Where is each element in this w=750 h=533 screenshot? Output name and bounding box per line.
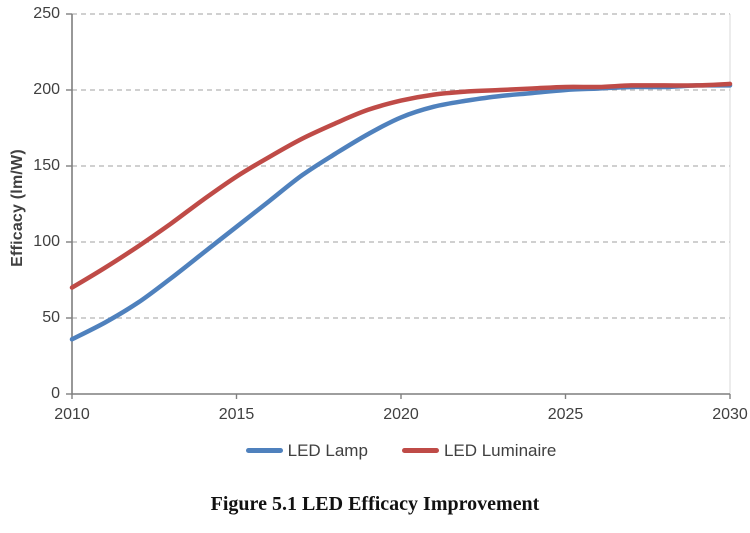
plot-area bbox=[66, 13, 733, 399]
legend: LED Lamp LED Luminaire bbox=[72, 441, 730, 460]
legend-swatch-led-lamp bbox=[245, 448, 283, 453]
y-tick-label-0: 0 bbox=[51, 385, 60, 402]
series-line-led-luminaire bbox=[69, 81, 733, 290]
x-tick-label-2010: 2010 bbox=[54, 406, 90, 423]
y-tick-label-150: 150 bbox=[33, 157, 60, 174]
x-tick-label-2015: 2015 bbox=[218, 406, 255, 423]
legend-swatch-led-luminaire bbox=[401, 448, 439, 453]
legend-item-led-lamp: LED Lamp bbox=[245, 441, 368, 460]
legend-label-led-lamp: LED Lamp bbox=[287, 441, 368, 460]
legend-label-led-luminaire: LED Luminaire bbox=[443, 441, 557, 460]
x-tick-label-2025: 2025 bbox=[547, 406, 584, 423]
y-tick-label-250: 250 bbox=[33, 5, 60, 22]
y-tick-label-50: 50 bbox=[42, 309, 60, 326]
legend-item-led-luminaire: LED Luminaire bbox=[401, 441, 557, 460]
x-tick-label-2030: 2030 bbox=[712, 406, 748, 423]
series-line-led-lamp bbox=[69, 83, 733, 342]
y-axis-title: Efficacy (lm/W) bbox=[9, 149, 26, 267]
y-tick-label-100: 100 bbox=[33, 233, 60, 250]
y-tick-label-200: 200 bbox=[33, 81, 60, 98]
x-tick-label-2020: 2020 bbox=[383, 406, 419, 423]
figure-caption: Figure 5.1 LED Efficacy Improvement bbox=[210, 493, 540, 515]
